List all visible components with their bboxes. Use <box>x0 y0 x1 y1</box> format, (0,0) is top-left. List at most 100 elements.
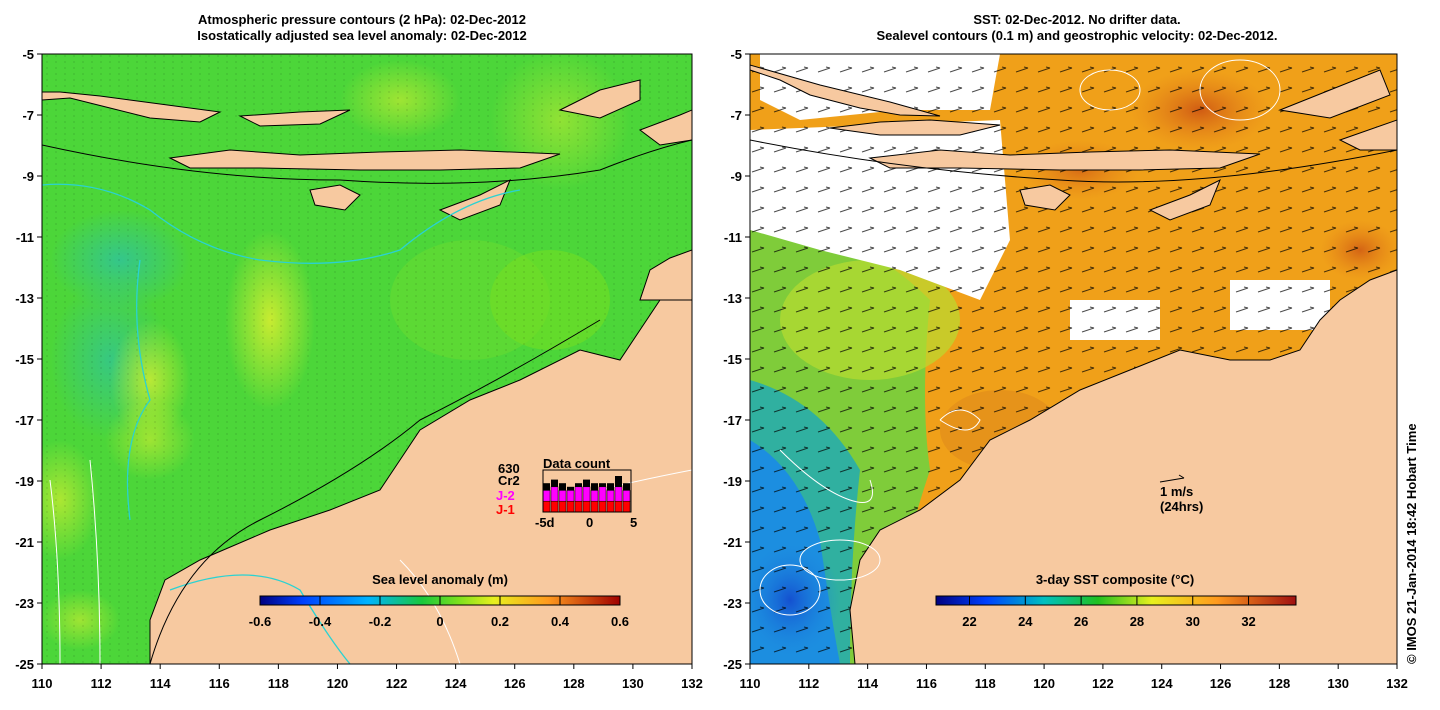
sstTicks-label: 28 <box>1130 614 1144 629</box>
right-lon-tick-label: 110 <box>740 676 761 691</box>
australia-landmass <box>149 299 692 664</box>
sst-colorbar: 3-day SST composite (°C) 22 24 26 28 30 32 <box>935 572 1297 629</box>
left-lon-tick-label: 120 <box>327 676 349 691</box>
right-lon-tick-label: 120 <box>1033 676 1055 691</box>
data-count-axis-right: 5 <box>630 515 637 530</box>
sstTicks-label: 30 <box>1186 614 1200 629</box>
left-lon-tick-label: 110 <box>32 676 53 691</box>
right-title-line1: SST: 02-Dec-2012. No drifter data. <box>973 12 1181 27</box>
data-count-bar-cr2 <box>543 483 550 491</box>
velocity-key-duration: (24hrs) <box>1160 499 1203 514</box>
data-count-panel: Data count 630 Cr2 J-2 J-1 -5d 0 5 <box>496 456 637 530</box>
australia-landmass-right <box>849 269 1397 664</box>
sla-map <box>42 54 692 664</box>
data-count-bar-j1 <box>622 500 631 513</box>
sla-colorbar-label: Sea level anomaly (m) <box>372 572 508 587</box>
data-count-bar-cr2 <box>551 479 558 487</box>
left-lon-tick-label: 112 <box>91 676 112 691</box>
right-panel-title: SST: 02-Dec-2012. No drifter data. Seale… <box>777 12 1377 44</box>
data-count-axis-mid: 0 <box>586 515 593 530</box>
left-lon-tick-label: 114 <box>150 676 172 691</box>
velocity-key-speed: 1 m/s <box>1160 484 1193 499</box>
sstTicks-label: 22 <box>962 614 976 629</box>
sstTicks-label: 32 <box>1241 614 1255 629</box>
java-bali-island <box>42 91 222 123</box>
data-count-bar-j2 <box>574 486 583 502</box>
data-count-axis-left: -5d <box>535 515 555 530</box>
data-count-bar-cr2 <box>567 486 574 491</box>
data-count-bar-j1 <box>598 500 607 513</box>
left-lat-tick-label: -5 <box>22 47 34 62</box>
left-lat-tick-label: -9 <box>22 169 34 184</box>
sstTicks-label: 24 <box>1018 614 1033 629</box>
right-lon-tick-label: 114 <box>857 676 879 691</box>
left-lon-tick-label: 132 <box>681 676 703 691</box>
data-count-bar-j2 <box>598 486 607 502</box>
data-count-bar-cr2 <box>591 483 598 491</box>
data-count-top-value: 630 <box>498 461 520 476</box>
data-count-bar-cr2 <box>583 479 590 487</box>
right-lon-tick-label: 124 <box>1151 676 1173 691</box>
data-count-bar-j2 <box>542 490 551 502</box>
sumba-island <box>309 184 361 211</box>
left-lat-tick-label: -25 <box>15 657 34 672</box>
slaTicks-label: 0 <box>436 614 443 629</box>
right-lon-tick-label: 126 <box>1210 676 1232 691</box>
right-lat-tick-label: -13 <box>723 291 742 306</box>
data-count-bar-j2 <box>622 490 631 502</box>
slaTicks-label: 0.2 <box>491 614 509 629</box>
right-lat-tick-label: -21 <box>723 535 742 550</box>
left-panel-title: Atmospheric pressure contours (2 hPa): 0… <box>62 12 662 44</box>
data-count-bar-j1 <box>566 500 575 513</box>
sst-map <box>750 54 1397 664</box>
left-lon-tick-label: 118 <box>268 676 289 691</box>
left-lat-tick-label: -23 <box>15 596 34 611</box>
data-count-bar-j1 <box>590 500 599 513</box>
data-count-bar-cr2 <box>615 476 622 487</box>
data-count-bar-cr2 <box>559 483 566 491</box>
left-lat-tick-label: -21 <box>15 535 34 550</box>
data-count-bar-j1 <box>606 500 615 513</box>
data-count-bar-j2 <box>566 490 575 502</box>
left-lon-tick-label: 130 <box>622 676 644 691</box>
right-lon-tick-label: 118 <box>975 676 996 691</box>
sstTicks-label: 26 <box>1074 614 1088 629</box>
left-lat-tick-label: -15 <box>15 352 34 367</box>
sla-colorbar: Sea level anomaly (m) -0.6 -0.4 -0.2 0 0.2 0.… <box>249 572 629 629</box>
slaTicks-label: -0.2 <box>369 614 391 629</box>
right-lon-tick-label: 122 <box>1092 676 1114 691</box>
data-count-bar-cr2 <box>575 483 582 487</box>
data-count-bars <box>542 476 631 513</box>
data-count-bar-j1 <box>542 500 551 513</box>
data-count-bar-cr2 <box>607 483 614 491</box>
mission-label-j1: J-1 <box>496 502 515 517</box>
data-count-bar-j2 <box>550 486 559 502</box>
data-count-bar-cr2 <box>599 483 606 487</box>
left-lat-tick-label: -19 <box>15 474 34 489</box>
right-lon-tick-label: 130 <box>1327 676 1349 691</box>
left-title-line2: Isostatically adjusted sea level anomaly… <box>197 28 527 43</box>
slaTicks-label: 0.6 <box>611 614 629 629</box>
sst-colorbar-ramp <box>935 595 1297 606</box>
data-count-bar-j1 <box>550 500 559 513</box>
data-count-bar-j2 <box>606 490 615 502</box>
right-lat-tick-label: -19 <box>723 474 742 489</box>
slaTicks-label: 0.4 <box>551 614 570 629</box>
right-lat-tick-label: -23 <box>723 596 742 611</box>
right-lat-tick-label: -9 <box>730 169 742 184</box>
left-lon-tick-label: 122 <box>386 676 408 691</box>
mission-label-j2: J-2 <box>496 488 515 503</box>
mission-label-cr2: Cr2 <box>498 473 520 488</box>
right-lon-tick-label: 128 <box>1269 676 1291 691</box>
data-count-bar-j2 <box>558 490 567 502</box>
lesser-sunda-islands <box>168 149 561 171</box>
right-lon-tick-label: 116 <box>916 676 937 691</box>
slaTicks-label: -0.6 <box>249 614 271 629</box>
data-count-title: Data count <box>543 456 611 471</box>
data-count-bar-j1 <box>582 500 591 513</box>
left-lon-tick-label: 124 <box>445 676 467 691</box>
velocity-key: 1 m/s (24hrs) <box>1159 474 1203 514</box>
slaTicks-label: -0.4 <box>309 614 332 629</box>
left-lat-tick-label: -7 <box>22 108 34 123</box>
axis-ticks: 110 112 114 116 118 120 122 124 126 128 130 132 -5 -7… <box>15 47 1408 691</box>
